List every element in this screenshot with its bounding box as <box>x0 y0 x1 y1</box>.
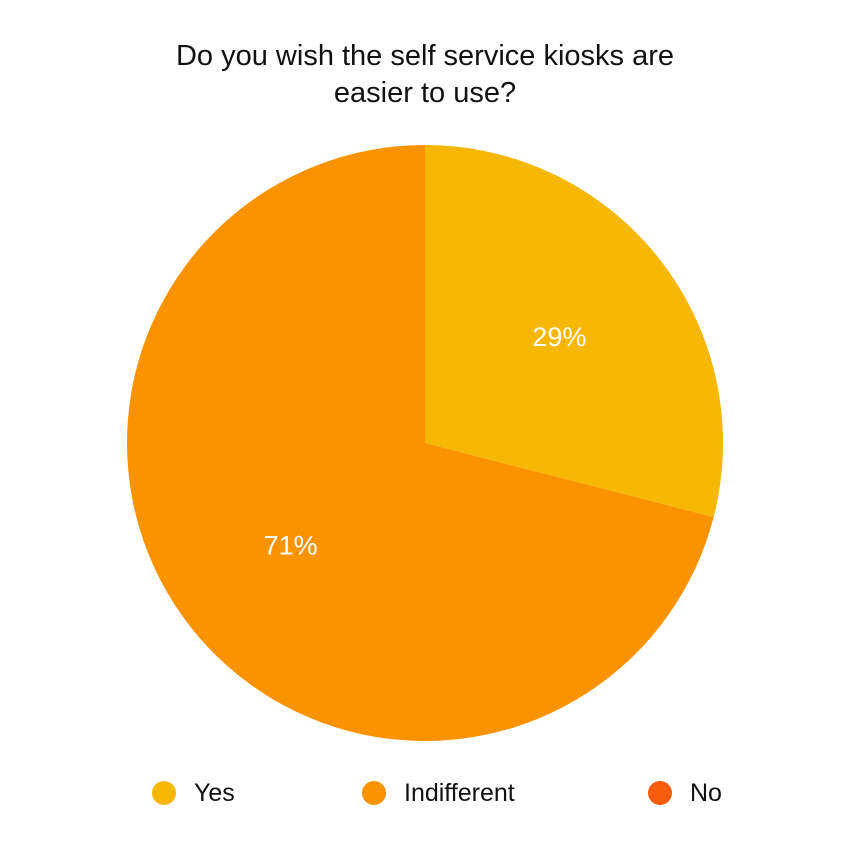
legend: Yes Indifferent No <box>0 776 850 810</box>
legend-item-yes: Yes <box>152 776 235 810</box>
pie-slice-yes <box>425 145 723 518</box>
chart-title: Do you wish the self service kiosks are … <box>100 38 750 112</box>
chart-title-line-2: easier to use? <box>333 77 517 109</box>
legend-label-no: No <box>690 778 722 807</box>
legend-swatch-no <box>648 781 672 805</box>
legend-item-no: No <box>648 776 722 810</box>
legend-swatch-yes <box>152 781 176 805</box>
legend-label-yes: Yes <box>194 778 235 807</box>
legend-label-indifferent: Indifferent <box>404 778 515 807</box>
chart-title-line-1: Do you wish the self service kiosks are <box>175 40 675 72</box>
pie-label-yes: 29% <box>532 322 586 352</box>
legend-swatch-indifferent <box>362 781 386 805</box>
legend-item-indifferent: Indifferent <box>362 776 515 810</box>
pie-slice-indifferent <box>126 145 714 742</box>
pie-label-indifferent: 71% <box>264 530 318 560</box>
